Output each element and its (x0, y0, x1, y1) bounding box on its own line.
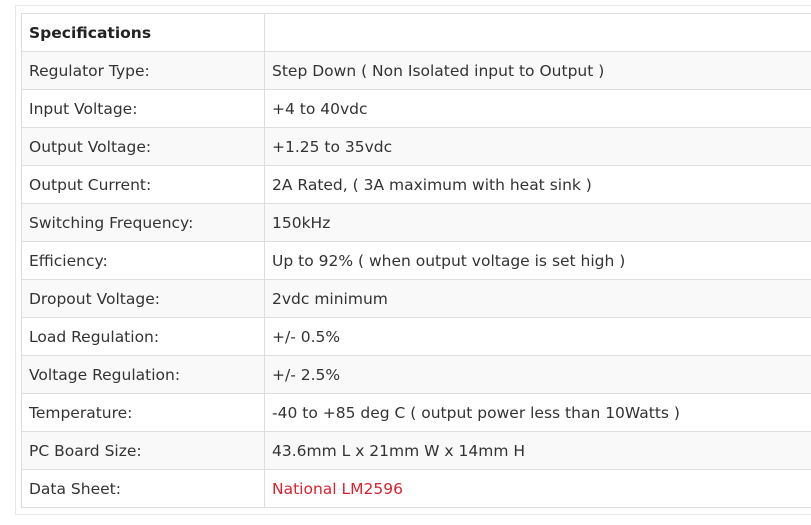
row-value: +4 to 40vdc (264, 89, 811, 128)
row-value: +/- 0.5% (264, 317, 811, 356)
table-row: Output Current: 2A Rated, ( 3A maximum w… (21, 165, 811, 204)
table-row: Output Voltage: +1.25 to 35vdc (21, 127, 811, 166)
table-row: Temperature: -40 to +85 deg C ( output p… (21, 393, 811, 432)
table-row: Efficiency: Up to 92% ( when output volt… (21, 241, 811, 280)
row-label: Load Regulation: (21, 317, 265, 356)
datasheet-link[interactable]: National LM2596 (272, 479, 403, 498)
row-label: Input Voltage: (21, 89, 265, 128)
row-value: 2vdc minimum (264, 279, 811, 318)
table-row: Switching Frequency: 150kHz (21, 203, 811, 242)
row-label: Dropout Voltage: (21, 279, 265, 318)
row-label: Switching Frequency: (21, 203, 265, 242)
row-value: 2A Rated, ( 3A maximum with heat sink ) (264, 165, 811, 204)
table-row: Dropout Voltage: 2vdc minimum (21, 279, 811, 318)
header-blank (264, 13, 811, 52)
row-value: +1.25 to 35vdc (264, 127, 811, 166)
header-title: Specifications (21, 13, 265, 52)
row-value: -40 to +85 deg C ( output power less tha… (264, 393, 811, 432)
row-value: Up to 92% ( when output voltage is set h… (264, 241, 811, 280)
row-label: Regulator Type: (21, 51, 265, 90)
table-row: PC Board Size: 43.6mm L x 21mm W x 14mm … (21, 431, 811, 470)
row-value: 43.6mm L x 21mm W x 14mm H (264, 431, 811, 470)
table-row: Voltage Regulation: +/- 2.5% (21, 355, 811, 394)
row-label: Output Voltage: (21, 127, 265, 166)
row-value: +/- 2.5% (264, 355, 811, 394)
row-label: PC Board Size: (21, 431, 265, 470)
row-value: 150kHz (264, 203, 811, 242)
row-label: Temperature: (21, 393, 265, 432)
row-value: National LM2596 (264, 469, 811, 508)
specifications-table: Specifications Regulator Type: Step Down… (21, 13, 811, 508)
row-label: Output Current: (21, 165, 265, 204)
row-label: Data Sheet: (21, 469, 265, 508)
row-label: Voltage Regulation: (21, 355, 265, 394)
table-row: Load Regulation: +/- 0.5% (21, 317, 811, 356)
table-row: Input Voltage: +4 to 40vdc (21, 89, 811, 128)
table-row: Data Sheet: National LM2596 (21, 469, 811, 508)
row-label: Efficiency: (21, 241, 265, 280)
table-header-row: Specifications (21, 13, 811, 52)
row-value: Step Down ( Non Isolated input to Output… (264, 51, 811, 90)
table-row: Regulator Type: Step Down ( Non Isolated… (21, 51, 811, 90)
